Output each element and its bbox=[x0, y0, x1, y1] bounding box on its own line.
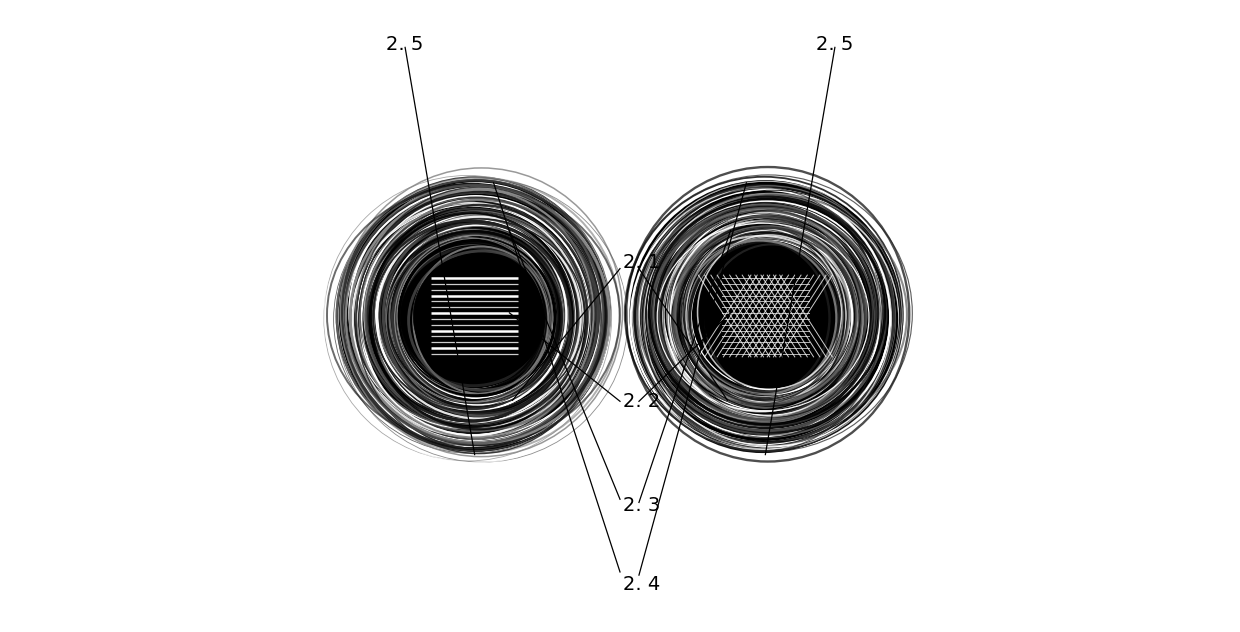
Text: 2. 2: 2. 2 bbox=[624, 392, 661, 411]
Text: 2. 3: 2. 3 bbox=[624, 496, 661, 515]
Text: 2. 1: 2. 1 bbox=[624, 253, 661, 272]
Ellipse shape bbox=[413, 255, 536, 377]
Ellipse shape bbox=[704, 255, 827, 377]
Text: 2. 5: 2. 5 bbox=[387, 35, 424, 54]
Ellipse shape bbox=[339, 180, 610, 452]
Text: 2. 4: 2. 4 bbox=[624, 575, 661, 594]
Text: 2. 5: 2. 5 bbox=[816, 35, 853, 54]
Ellipse shape bbox=[630, 180, 901, 452]
